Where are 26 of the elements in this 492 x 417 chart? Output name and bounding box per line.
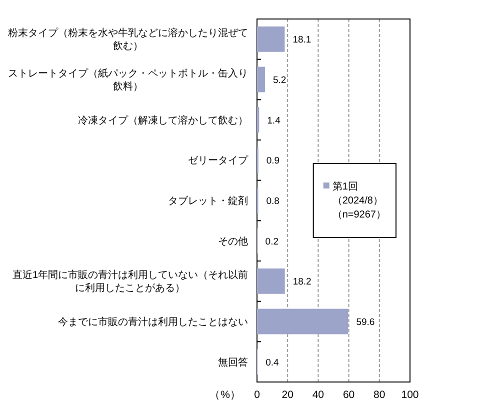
category-label: 今までに市販の青汁は利用したことはない xyxy=(58,317,248,328)
category-label: 冷凍タイプ（解凍して溶かして飲む） xyxy=(78,115,248,126)
tick-label: 0 xyxy=(254,389,260,401)
category-label: 粉末タイプ（粉末を水や牛乳などに溶かしたり混ぜて飲む） xyxy=(8,28,248,52)
tick-label: 100 xyxy=(401,389,419,401)
data-label: 0.9 xyxy=(266,156,280,167)
category-label: 直近1年間に市販の青汁は利用していない（それ以前に利用したことがある） xyxy=(12,270,248,294)
legend-label: 第1回（2024/8）（n=9267） xyxy=(332,182,386,220)
category-label: ストレートタイプ（紙パック・ペットボトル・缶入り飲料） xyxy=(8,68,248,92)
category-label: その他 xyxy=(218,236,248,248)
data-label: 0.8 xyxy=(266,196,280,207)
category-label: タブレット・錠剤 xyxy=(168,196,248,207)
tick-label: 40 xyxy=(312,389,324,401)
data-label: 18.2 xyxy=(292,276,312,288)
data-label: 5.2 xyxy=(272,75,286,86)
tick-label: 60 xyxy=(342,389,355,401)
category-label: ゼリータイプ xyxy=(188,156,248,167)
data-label: 59.6 xyxy=(356,317,375,328)
data-label: 18.1 xyxy=(292,34,312,46)
axis-title: （%） xyxy=(210,389,241,401)
tick-label: 20 xyxy=(282,389,294,401)
data-label: 1.4 xyxy=(267,115,280,126)
data-label: 0.4 xyxy=(266,357,279,368)
tick-label: 80 xyxy=(374,389,386,401)
data-label: 0.2 xyxy=(265,236,279,248)
category-label: 無回答 xyxy=(218,357,248,368)
